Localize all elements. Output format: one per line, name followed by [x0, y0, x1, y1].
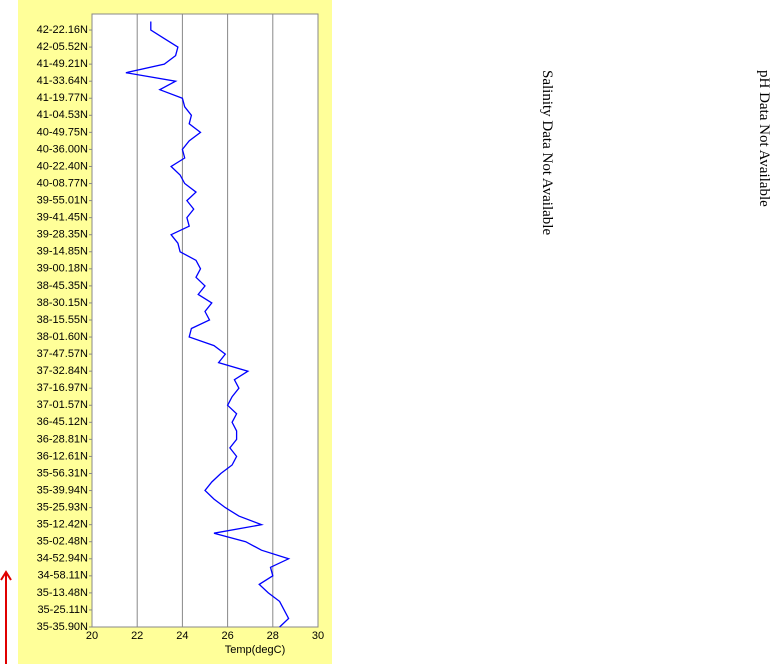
y-tick-label: 36-45.12N: [37, 416, 88, 428]
plot-area: [91, 13, 319, 628]
y-tick-label: 42-05.52N: [37, 41, 88, 53]
x-tick-label: 24: [176, 630, 188, 642]
y-tick-label: 35-56.31N: [37, 467, 88, 479]
y-tick-label: 41-49.21N: [37, 58, 88, 70]
y-tick-label: 35-25.11N: [37, 604, 88, 616]
x-tick-label: 26: [221, 630, 233, 642]
y-tick-label: 38-15.55N: [37, 314, 88, 326]
y-tick-label: 40-36.00N: [37, 143, 88, 155]
x-tick-label: 28: [267, 630, 279, 642]
annotation: pH Data Not Available: [756, 70, 772, 207]
y-tick-label: 39-14.85N: [37, 246, 88, 258]
y-tick-label: 38-01.60N: [37, 331, 88, 343]
y-tick-label: 35-13.48N: [37, 587, 88, 599]
y-tick-label: 41-04.53N: [37, 109, 88, 121]
x-tick-label: 20: [86, 630, 98, 642]
y-tick-label: 37-32.84N: [37, 365, 88, 377]
y-tick-label: 42-22.16N: [37, 24, 88, 36]
y-tick-label: 40-08.77N: [37, 177, 88, 189]
y-tick-label: 39-28.35N: [37, 229, 88, 241]
y-tick-label: 37-16.97N: [37, 382, 88, 394]
y-tick-label: 35-35.90N: [37, 621, 88, 633]
y-tick-label: 37-47.57N: [37, 348, 88, 360]
y-tick-label: 39-41.45N: [37, 212, 88, 224]
y-tick-label: 41-33.64N: [37, 75, 88, 87]
y-tick-label: 35-12.42N: [37, 519, 88, 531]
y-tick-label: 35-39.94N: [37, 484, 88, 496]
line: [125, 21, 291, 628]
annotation: Salinity Data Not Available: [539, 70, 555, 235]
y-tick-label: 38-30.15N: [37, 297, 88, 309]
y-tick-label: 35-25.93N: [37, 502, 88, 514]
x-tick-label: 30: [312, 630, 324, 642]
y-tick-label: 35-02.48N: [37, 536, 88, 548]
y-tick-label: 37-01.57N: [37, 399, 88, 411]
y-tick-label: 40-22.40N: [37, 160, 88, 172]
y-tick-label: 36-12.61N: [37, 450, 88, 462]
y-tick-label: 34-52.94N: [37, 553, 88, 565]
y-tick-label: 39-00.18N: [37, 263, 88, 275]
y-tick-label: 38-45.35N: [37, 280, 88, 292]
x-tick-label: 22: [131, 630, 143, 642]
x-axis-label: Temp(degC): [225, 644, 286, 656]
y-tick-label: 40-49.75N: [37, 126, 88, 138]
arrow: [0, 570, 12, 664]
y-tick-label: 41-19.77N: [37, 92, 88, 104]
y-tick-label: 34-58.11N: [37, 570, 88, 582]
y-tick-label: 39-55.01N: [37, 194, 88, 206]
y-tick-label: 36-28.81N: [37, 433, 88, 445]
